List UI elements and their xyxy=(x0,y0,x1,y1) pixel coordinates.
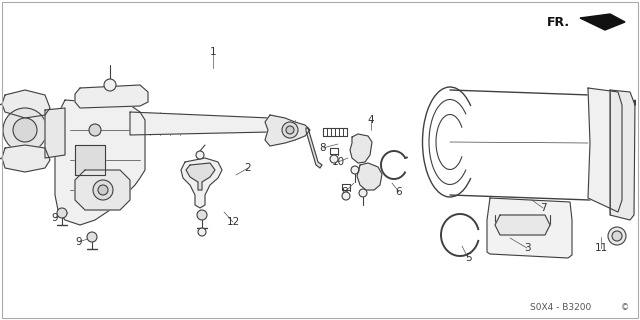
Polygon shape xyxy=(357,163,382,190)
Text: 9: 9 xyxy=(52,213,58,223)
Polygon shape xyxy=(580,14,625,30)
Polygon shape xyxy=(487,198,572,258)
Polygon shape xyxy=(350,134,372,163)
Polygon shape xyxy=(265,115,310,146)
Polygon shape xyxy=(306,128,322,168)
Polygon shape xyxy=(130,112,275,135)
Circle shape xyxy=(351,166,359,174)
Circle shape xyxy=(104,79,116,91)
Circle shape xyxy=(286,126,294,134)
Text: ©: © xyxy=(621,303,629,313)
Polygon shape xyxy=(2,145,50,172)
Circle shape xyxy=(608,227,626,245)
Text: 3: 3 xyxy=(524,243,531,253)
Circle shape xyxy=(89,124,101,136)
Circle shape xyxy=(57,208,67,218)
Text: S0X4 - B3200: S0X4 - B3200 xyxy=(530,303,591,313)
Polygon shape xyxy=(75,170,130,210)
Text: FR.: FR. xyxy=(547,15,570,28)
Circle shape xyxy=(282,122,298,138)
Text: 8: 8 xyxy=(320,143,326,153)
Text: 10: 10 xyxy=(332,157,344,167)
Polygon shape xyxy=(2,90,50,118)
Circle shape xyxy=(13,118,37,142)
Polygon shape xyxy=(75,85,148,108)
Polygon shape xyxy=(588,88,622,212)
Text: 7: 7 xyxy=(540,203,547,213)
Text: 2: 2 xyxy=(244,163,252,173)
Text: 1: 1 xyxy=(210,47,216,57)
Text: 12: 12 xyxy=(227,217,239,227)
Polygon shape xyxy=(186,163,215,190)
Circle shape xyxy=(197,210,207,220)
Polygon shape xyxy=(610,90,635,220)
Circle shape xyxy=(3,108,47,152)
Circle shape xyxy=(196,151,204,159)
Circle shape xyxy=(359,189,367,197)
Text: 8: 8 xyxy=(342,187,348,197)
Circle shape xyxy=(330,155,338,163)
Text: 10: 10 xyxy=(362,175,374,185)
Polygon shape xyxy=(181,158,222,208)
Polygon shape xyxy=(45,108,65,158)
Circle shape xyxy=(612,231,622,241)
Text: 9: 9 xyxy=(76,237,83,247)
Text: 4: 4 xyxy=(368,115,374,125)
Polygon shape xyxy=(55,100,145,225)
Circle shape xyxy=(87,232,97,242)
Circle shape xyxy=(342,192,350,200)
Text: 6: 6 xyxy=(396,187,403,197)
Circle shape xyxy=(98,185,108,195)
Text: 5: 5 xyxy=(465,253,471,263)
Circle shape xyxy=(198,228,206,236)
Circle shape xyxy=(93,180,113,200)
Polygon shape xyxy=(495,215,550,235)
Polygon shape xyxy=(75,145,105,175)
Text: 11: 11 xyxy=(595,243,607,253)
